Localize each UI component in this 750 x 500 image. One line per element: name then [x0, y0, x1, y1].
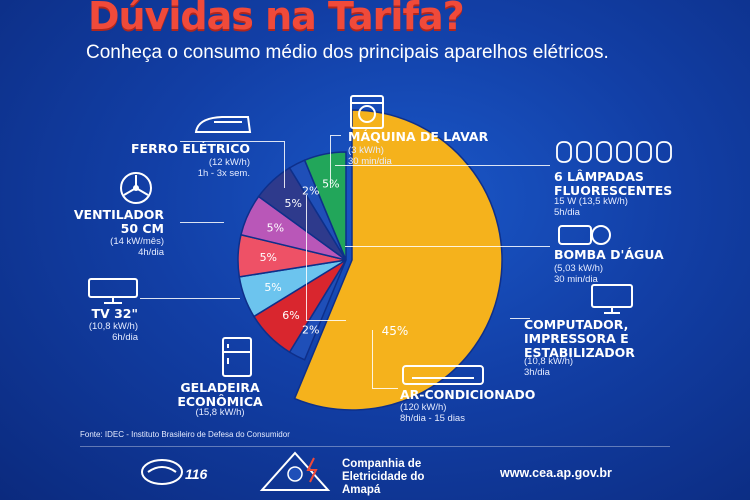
lampadas-detail: 15 W (13,5 kW/h) 5h/dia	[554, 196, 628, 218]
hotline-number: 116	[185, 466, 208, 482]
ar-detail: (120 kW/h) 8h/dia - 15 dias	[400, 402, 465, 424]
fan-icon	[120, 172, 152, 204]
ventilador-label: VENTILADOR 50 CM	[73, 207, 164, 236]
bomba-label: BOMBA D'ÁGUA	[554, 247, 664, 262]
water-pump-icon	[558, 225, 611, 245]
bomba-connector	[345, 246, 550, 248]
pie-slice-label-2: 6%	[282, 309, 299, 322]
ferro-label: FERRO ELÉTRICO	[131, 141, 250, 156]
computador-detail: (10,8 kW/h) 3h/dia	[524, 356, 574, 378]
pie-slice-label-4: 5%	[260, 251, 277, 264]
footer-divider	[80, 446, 670, 447]
lamps-icon	[556, 141, 672, 163]
bomba-detail: (5,03 kW/h) 30 min/dia	[554, 263, 604, 285]
tv-detail: (10,8 kW/h) 6h/dia	[88, 321, 138, 343]
computador-label: COMPUTADOR, IMPRESSORA E ESTABILIZADOR	[524, 317, 635, 360]
page-title: Dúvidas na Tarifa?	[88, 0, 465, 38]
geladeira-detail: (15,8 kW/h)	[195, 407, 245, 418]
ferro-connector	[180, 141, 285, 188]
pie-slice-0	[293, 109, 503, 411]
geladeira-connector-h	[306, 320, 346, 322]
pie-slice-label-5: 5%	[267, 221, 284, 234]
tv-icon	[88, 278, 138, 304]
tv-connector	[140, 298, 240, 300]
lampadas-connector	[335, 165, 550, 167]
maquina-detail: (3 kW/h) 30 min/dia	[348, 145, 392, 167]
tv-label: TV 32"	[91, 306, 138, 321]
cea-hotline-logo	[141, 459, 183, 485]
website-link[interactable]: www.cea.ap.gov.br	[500, 466, 612, 480]
ar-connector-v	[372, 330, 374, 388]
ferro-detail: (12 kW/h) 1h - 3x sem.	[197, 157, 250, 179]
pie-slice-label-7: 2%	[302, 185, 319, 198]
source-note: Fonte: IDEC - Instituto Brasileiro de De…	[80, 430, 290, 439]
ventilador-detail: (14 kW/mês) 4h/dia	[110, 236, 164, 258]
pie-slice-8	[303, 151, 347, 261]
pie-slice-label-3: 5%	[264, 281, 281, 294]
geladeira-label: GELADEIRA ECONÔMICA	[177, 380, 263, 409]
pie-slice-label-6: 5%	[284, 197, 301, 210]
lampadas-label: 6 LÂMPADAS FLUORESCENTES	[554, 169, 673, 198]
maquina-label: MÁQUINA DE LAVAR	[348, 129, 489, 144]
ventilador-connector	[180, 222, 224, 224]
iron-icon	[194, 116, 252, 133]
maquina-connector	[330, 135, 341, 188]
pie-slice-label-0: 45%	[382, 324, 409, 338]
ar-label: AR-CONDICIONADO	[400, 387, 536, 402]
air-conditioner-icon	[402, 365, 484, 385]
washing-machine-icon	[350, 95, 384, 129]
geladeira-connector-v	[306, 195, 308, 320]
computer-icon	[591, 284, 633, 314]
fridge-icon	[222, 337, 252, 377]
page-subtitle: Conheça o consumo médio dos principais a…	[86, 42, 609, 63]
company-name: Companhia de Eletricidade do Amapá	[342, 458, 425, 496]
ar-connector-h	[372, 388, 398, 390]
cea-company-logo	[259, 451, 331, 491]
pie-slice-label-1: 2%	[302, 323, 319, 336]
computador-connector	[510, 318, 530, 320]
